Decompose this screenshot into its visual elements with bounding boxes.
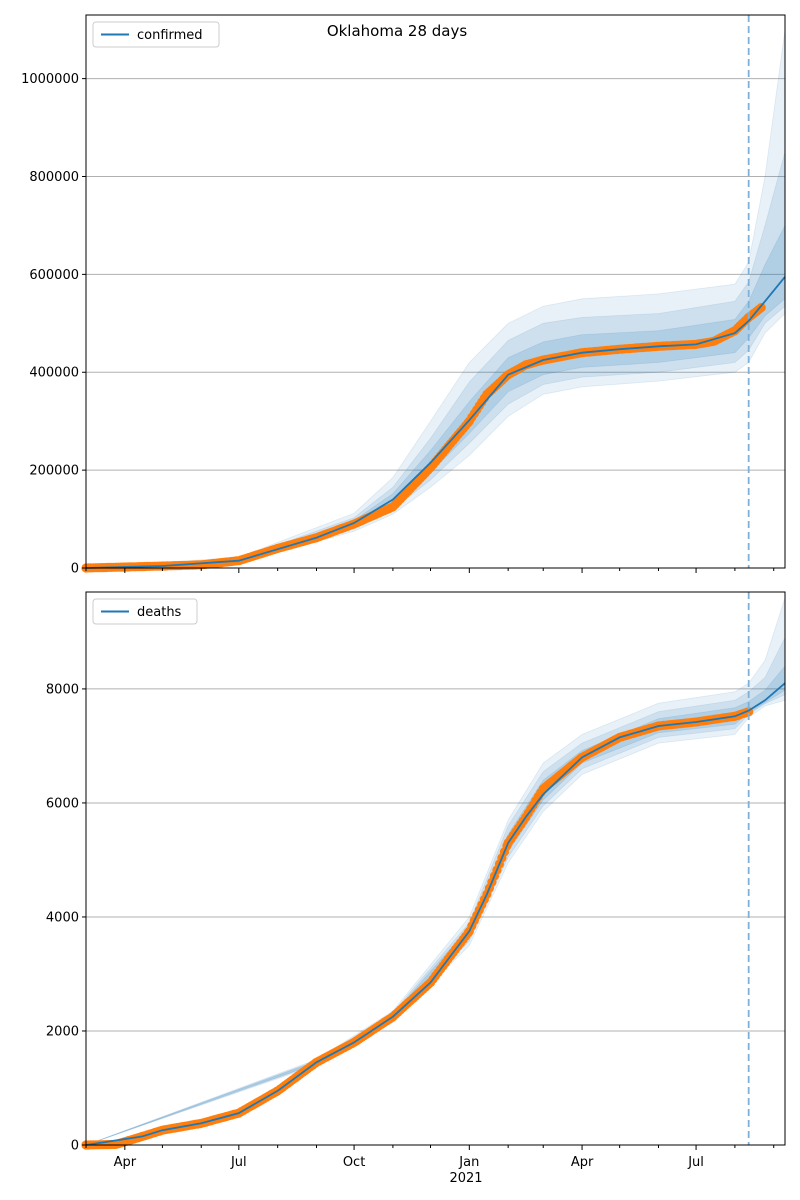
confirmed-model-line	[85, 276, 786, 569]
deaths-panel: 0 2000 4000 6000 8000 Apr Jul Oct Jan Apr Jul dea…	[46, 591, 786, 1170]
confirmed-panel: 0 200000 400000 600000 800000 1000000 confirm…	[21, 14, 786, 577]
deaths-model-line	[85, 682, 786, 1146]
confirmed-gridlines	[86, 78, 785, 471]
x-tick-label: Jan	[458, 1155, 479, 1170]
y-tick-label: 0	[71, 562, 79, 577]
deaths-y-ticks: 0 2000 4000 6000 8000	[46, 682, 86, 1154]
y-tick-label: 8000	[46, 682, 79, 697]
y-tick-label: 4000	[46, 910, 79, 925]
y-tick-label: 1000000	[21, 72, 79, 87]
deaths-x-ticks: Apr Jul Oct Jan Apr Jul	[85, 1145, 775, 1170]
confirmed-axes-frame	[85, 14, 786, 569]
y-tick-label: 600000	[29, 268, 79, 283]
deaths-legend: deaths	[92, 598, 198, 625]
x-tick-label: Jul	[230, 1155, 247, 1170]
y-tick-label: 0	[71, 1139, 79, 1154]
x-axis-year-label: 2021	[449, 1171, 482, 1186]
y-tick-label: 6000	[46, 796, 79, 811]
figure-title: Oklahoma 28 days	[327, 22, 468, 40]
y-tick-label: 400000	[29, 366, 79, 381]
x-tick-label: Jul	[687, 1155, 704, 1170]
x-tick-label: Apr	[571, 1155, 594, 1170]
x-tick-label: Apr	[114, 1155, 137, 1170]
confirmed-y-ticks: 0 200000 400000 600000 800000 1000000	[21, 72, 86, 577]
confirmed-x-ticks	[85, 568, 775, 573]
y-tick-label: 2000	[46, 1024, 79, 1039]
confirmed-legend: confirmed	[92, 21, 220, 48]
y-tick-label: 200000	[29, 464, 79, 479]
x-tick-label: Oct	[343, 1155, 365, 1170]
deaths-axes-frame	[85, 591, 786, 1146]
deaths-gridlines	[86, 688, 785, 1032]
deaths-legend-box	[92, 598, 198, 625]
confirmed-legend-label: confirmed	[137, 28, 203, 43]
y-tick-label: 800000	[29, 170, 79, 185]
deaths-legend-label: deaths	[137, 605, 182, 620]
confirmed-legend-box	[92, 21, 220, 48]
